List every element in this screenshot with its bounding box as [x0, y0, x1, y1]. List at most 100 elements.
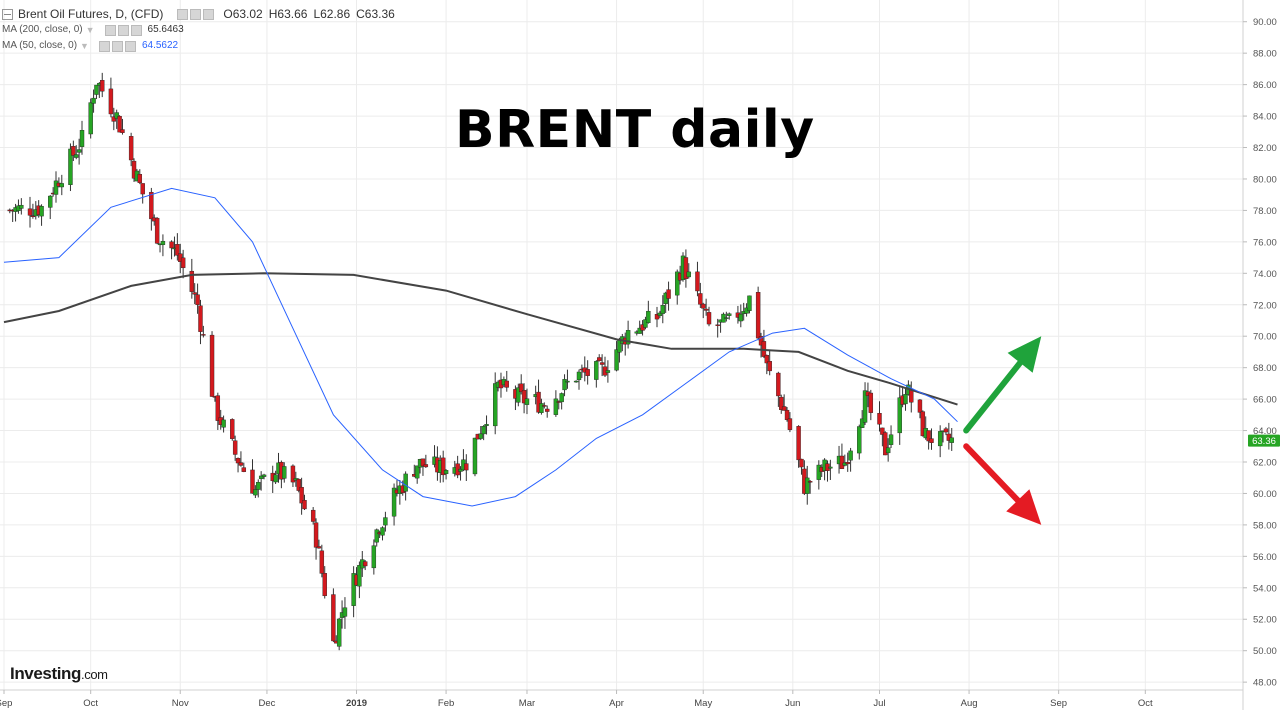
candle-body	[937, 431, 943, 447]
candle-body	[848, 450, 853, 461]
y-tick-label: 64.00	[1253, 426, 1277, 437]
chevron-down-icon[interactable]: ▼	[80, 41, 89, 51]
y-tick-label: 56.00	[1253, 552, 1277, 563]
ma50-value: 64.5622	[141, 40, 179, 51]
candle	[458, 466, 463, 481]
candle	[747, 295, 752, 314]
x-tick-label: 2019	[346, 698, 367, 709]
candle	[701, 302, 706, 319]
candle-body	[747, 295, 752, 311]
candle-body	[946, 433, 952, 441]
candle-body	[519, 383, 524, 393]
candle	[19, 198, 24, 215]
candle-body	[703, 308, 709, 311]
candle-body	[322, 573, 327, 597]
candle	[880, 427, 885, 447]
candle-body	[943, 428, 949, 433]
candle	[888, 425, 894, 448]
chevron-down-icon[interactable]: ▼	[85, 25, 95, 35]
x-tick-label: May	[694, 698, 712, 709]
candle	[828, 459, 833, 480]
arrow-head	[1006, 489, 1042, 525]
candle	[111, 107, 116, 131]
candle	[371, 539, 377, 575]
svg-text:63.36: 63.36	[1252, 436, 1276, 447]
candle-body	[253, 489, 258, 496]
x-tick-label: Jun	[785, 698, 800, 709]
candle-body	[140, 183, 145, 195]
settings-icon[interactable]	[111, 40, 123, 52]
collapse-icon[interactable]	[2, 8, 13, 20]
settings-icon[interactable]	[117, 24, 129, 36]
eye-icon[interactable]	[177, 8, 189, 20]
candle-body	[114, 112, 119, 119]
candle	[59, 174, 64, 196]
candle	[796, 425, 801, 468]
candle	[738, 304, 743, 328]
candle-body	[654, 314, 660, 320]
candle-body	[484, 424, 489, 426]
candle	[30, 203, 36, 219]
candle-body	[536, 391, 541, 413]
candle	[845, 452, 850, 472]
candle	[258, 471, 264, 491]
candle	[576, 369, 582, 390]
candle-body	[68, 148, 73, 185]
candle	[120, 118, 125, 135]
candle-body	[238, 462, 244, 466]
candle	[553, 390, 559, 417]
candle-body	[282, 466, 287, 479]
y-tick-label: 54.00	[1253, 583, 1277, 594]
candle	[319, 544, 325, 578]
candle-body	[660, 305, 665, 314]
close-icon[interactable]	[203, 8, 215, 20]
candle-body	[215, 395, 221, 421]
symbol-title: Brent Oil Futures, D, (CFD)	[18, 7, 164, 21]
candle-body	[27, 208, 33, 216]
candle	[585, 360, 590, 385]
candle	[859, 410, 865, 429]
candle-body	[423, 464, 429, 468]
candle-body	[779, 396, 784, 410]
close-icon[interactable]	[130, 24, 142, 36]
candle	[516, 383, 521, 407]
candle	[605, 360, 611, 383]
candle	[310, 507, 316, 525]
candle-body	[706, 312, 712, 325]
candle-body	[545, 408, 550, 412]
eye-icon[interactable]	[104, 24, 116, 36]
candle-body	[478, 433, 483, 439]
arrow-shaft	[963, 359, 1024, 434]
eye-icon[interactable]	[98, 40, 110, 52]
candle-body	[296, 479, 301, 491]
candle-body	[553, 398, 559, 415]
x-tick-label: Dec	[258, 698, 275, 709]
candle-body	[100, 80, 105, 92]
candle-body	[273, 474, 278, 483]
candle-body	[926, 430, 931, 442]
candle	[816, 460, 822, 490]
candle	[767, 349, 772, 376]
candle	[625, 320, 631, 349]
candle-body	[88, 102, 93, 135]
candle-body	[903, 394, 908, 405]
candle	[322, 566, 327, 599]
candle	[926, 430, 931, 450]
close-icon[interactable]	[124, 40, 136, 52]
candle-body	[221, 419, 226, 428]
candle-body	[787, 418, 793, 430]
candle	[160, 234, 166, 257]
candle	[198, 299, 203, 345]
candle	[53, 171, 59, 203]
candle	[316, 539, 322, 549]
candle-body	[403, 473, 408, 492]
candle	[76, 138, 82, 165]
candle-body	[724, 317, 729, 319]
candle	[917, 399, 923, 419]
candle-body	[302, 500, 307, 510]
candle	[946, 422, 952, 450]
settings-icon[interactable]	[190, 8, 202, 20]
x-tick-label: Oct	[83, 698, 98, 709]
candle	[521, 383, 527, 414]
